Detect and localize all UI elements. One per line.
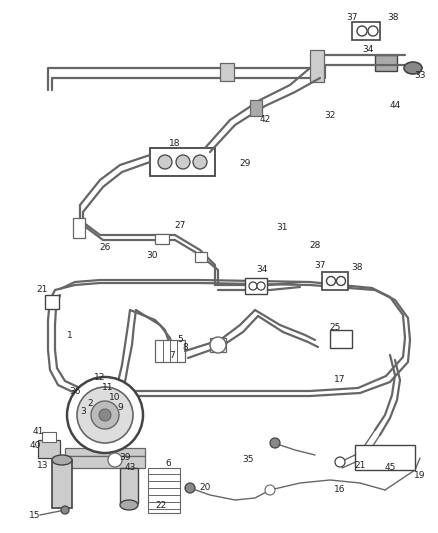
- Bar: [375, 55, 397, 71]
- Bar: [52, 460, 72, 508]
- Text: 34: 34: [256, 265, 268, 274]
- Circle shape: [249, 282, 257, 290]
- Text: 18: 18: [169, 139, 181, 148]
- Bar: [352, 22, 380, 40]
- Circle shape: [61, 506, 69, 514]
- Ellipse shape: [120, 500, 138, 510]
- Bar: [195, 252, 207, 262]
- Bar: [245, 278, 267, 294]
- Text: 27: 27: [174, 221, 186, 230]
- Bar: [322, 272, 348, 290]
- Text: 10: 10: [109, 392, 121, 401]
- Bar: [42, 432, 56, 442]
- Text: 32: 32: [324, 110, 336, 119]
- Circle shape: [158, 155, 172, 169]
- Ellipse shape: [52, 455, 72, 465]
- Text: 6: 6: [165, 458, 171, 467]
- Text: 16: 16: [334, 486, 346, 495]
- Text: 2: 2: [87, 399, 93, 408]
- Text: 15: 15: [29, 512, 41, 521]
- Bar: [310, 50, 324, 82]
- Circle shape: [91, 401, 119, 429]
- Bar: [330, 330, 352, 348]
- Circle shape: [108, 453, 122, 467]
- Text: 29: 29: [239, 158, 251, 167]
- Circle shape: [185, 483, 195, 493]
- Text: 19: 19: [414, 471, 426, 480]
- Text: 17: 17: [334, 376, 346, 384]
- Text: 31: 31: [276, 223, 288, 232]
- Circle shape: [270, 438, 280, 448]
- Circle shape: [193, 155, 207, 169]
- Bar: [38, 440, 60, 458]
- Bar: [150, 148, 215, 176]
- Text: 7: 7: [169, 351, 175, 359]
- Circle shape: [77, 387, 133, 443]
- Circle shape: [336, 277, 346, 286]
- Text: 45: 45: [384, 463, 396, 472]
- Text: 22: 22: [155, 500, 166, 510]
- Text: 20: 20: [199, 482, 211, 491]
- Text: 42: 42: [259, 116, 271, 125]
- Circle shape: [357, 26, 367, 36]
- Text: 37: 37: [314, 261, 326, 270]
- Bar: [155, 234, 169, 244]
- Text: 39: 39: [119, 454, 131, 463]
- Text: 9: 9: [117, 402, 123, 411]
- Text: 36: 36: [69, 387, 81, 397]
- Text: 38: 38: [387, 13, 399, 22]
- Text: 40: 40: [29, 440, 41, 449]
- Circle shape: [335, 457, 345, 467]
- Circle shape: [326, 277, 336, 286]
- Bar: [120, 468, 138, 503]
- Bar: [148, 468, 180, 513]
- Circle shape: [265, 485, 275, 495]
- Bar: [155, 340, 185, 362]
- Text: 1: 1: [67, 330, 73, 340]
- Ellipse shape: [404, 62, 422, 74]
- Text: 43: 43: [124, 463, 136, 472]
- Bar: [250, 100, 262, 116]
- Text: 11: 11: [102, 384, 114, 392]
- Circle shape: [67, 377, 143, 453]
- Bar: [220, 63, 234, 81]
- Text: 28: 28: [309, 240, 321, 249]
- Text: 5: 5: [177, 335, 183, 344]
- Bar: [355, 445, 415, 470]
- Bar: [65, 448, 145, 456]
- Text: 30: 30: [146, 251, 158, 260]
- Text: 38: 38: [351, 263, 363, 272]
- Bar: [73, 218, 85, 238]
- Circle shape: [176, 155, 190, 169]
- Text: 8: 8: [182, 343, 188, 352]
- Text: 21: 21: [36, 286, 48, 295]
- Text: 25: 25: [329, 322, 341, 332]
- Circle shape: [99, 409, 111, 421]
- Text: 35: 35: [242, 456, 254, 464]
- Bar: [45, 295, 59, 309]
- Text: 13: 13: [37, 461, 49, 470]
- Text: 34: 34: [362, 45, 374, 54]
- Text: 21: 21: [354, 461, 366, 470]
- Circle shape: [210, 337, 226, 353]
- Text: 3: 3: [80, 408, 86, 416]
- Text: 33: 33: [414, 70, 426, 79]
- Circle shape: [257, 282, 265, 290]
- Bar: [65, 456, 145, 468]
- Bar: [210, 338, 226, 352]
- Text: 41: 41: [32, 427, 44, 437]
- Text: 44: 44: [389, 101, 401, 109]
- Text: 12: 12: [94, 374, 106, 383]
- Text: 37: 37: [346, 13, 358, 22]
- Circle shape: [368, 26, 378, 36]
- Text: 26: 26: [99, 244, 111, 253]
